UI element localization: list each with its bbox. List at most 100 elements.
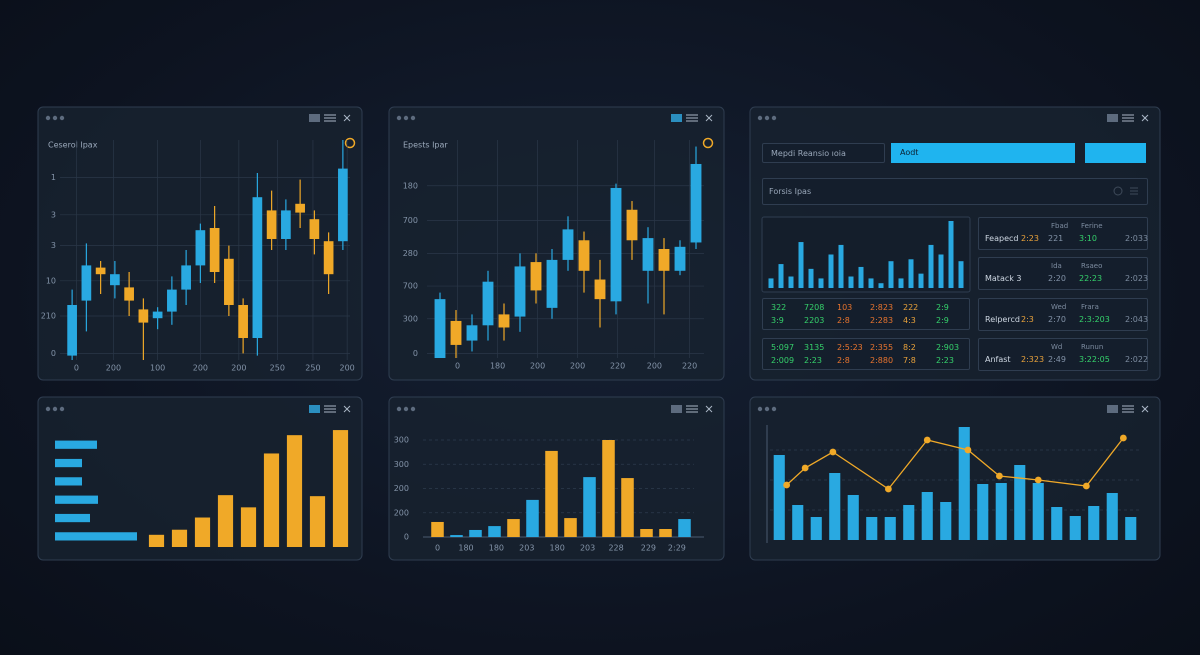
window-dot	[771, 406, 777, 412]
x-tick-label: 0	[74, 364, 79, 373]
y-tick-label: 700	[403, 282, 418, 291]
y-tick-label: 200	[394, 484, 409, 493]
bar	[884, 517, 896, 540]
bar	[678, 519, 691, 537]
card-cell: Anfast	[985, 355, 1011, 364]
mini-bar	[918, 273, 924, 288]
candle-body	[578, 240, 590, 271]
chart-title: Ceserol Ipax	[48, 141, 98, 150]
candle-body	[674, 246, 686, 271]
line-point	[829, 448, 837, 456]
bar	[55, 532, 137, 541]
close-button[interactable]	[1085, 143, 1146, 163]
card-cell: Relpercd	[985, 315, 1020, 324]
candle-body	[110, 274, 120, 286]
mini-bar	[908, 259, 914, 288]
card-cell: 2:043	[1125, 315, 1149, 324]
close-icon	[343, 405, 351, 413]
line-point	[783, 481, 791, 489]
card-cell: 2:20	[1048, 274, 1066, 283]
bar	[148, 534, 165, 547]
candle-body	[658, 249, 670, 271]
bar	[583, 477, 596, 537]
data-cell: 222	[903, 303, 919, 312]
bar	[171, 529, 188, 547]
metric-card: Wed Frara Relpercd 2:3 2:70 2:3:203 2:043	[978, 298, 1148, 331]
card-cell: 22:23	[1079, 274, 1103, 283]
candle-body	[594, 279, 606, 300]
x-tick-label: 250	[270, 364, 285, 373]
candle-body	[498, 314, 510, 328]
x-tick-label: 203	[580, 544, 595, 553]
candle-body	[252, 197, 263, 338]
bar	[194, 517, 211, 547]
section-header: Forsis Ipas	[762, 178, 1148, 205]
bar	[55, 513, 90, 523]
panel	[37, 396, 363, 561]
candle-body	[610, 187, 622, 302]
search-label: Mepdi Reansio ıoia	[762, 143, 885, 163]
window-dot	[410, 406, 416, 412]
card-cell: 2:23	[1021, 234, 1039, 243]
card-heading: Ferine	[1081, 222, 1103, 230]
window-icon[interactable]	[309, 114, 320, 122]
data-row: 322 7208 103 2:823 222 2:9	[771, 303, 969, 312]
y-tick-label: 3	[51, 210, 56, 219]
status-indicator	[702, 137, 714, 149]
close-icon	[705, 114, 713, 122]
bar	[469, 529, 482, 537]
x-tick-label: 180	[458, 544, 473, 553]
card-cell: 2:3	[1021, 315, 1034, 324]
bar	[792, 505, 804, 540]
y-tick-label: 700	[403, 216, 418, 225]
x-tick-label: 229	[641, 544, 656, 553]
close-icon	[705, 405, 713, 413]
window-icon[interactable]	[309, 405, 320, 413]
data-cell: 2:9	[936, 303, 949, 312]
card-heading: Runun	[1081, 343, 1104, 351]
line-point	[964, 446, 972, 454]
mini-bar	[828, 254, 834, 288]
x-tick-label: 200	[530, 362, 545, 371]
x-tick-label: 228	[608, 544, 623, 553]
window-icon[interactable]	[1107, 405, 1118, 413]
mini-bar	[878, 283, 884, 288]
chart-title: Epests Ipar	[403, 141, 448, 150]
candle-body	[209, 228, 220, 272]
candle-body	[323, 241, 334, 275]
mini-chart-frame	[761, 216, 971, 293]
mini-bar	[958, 261, 964, 288]
bar	[977, 484, 989, 540]
card-heading: Rsaeo	[1081, 262, 1103, 270]
data-block: 322 7208 103 2:823 222 2:9 3:9 2203 2:8 2:283 4:3 2…	[762, 298, 970, 330]
bar	[450, 535, 463, 537]
window-icon[interactable]	[1107, 114, 1118, 122]
search-input[interactable]: Aodt	[891, 143, 1075, 163]
bar	[847, 495, 859, 540]
window-icon[interactable]	[671, 114, 682, 122]
mini-bar	[838, 244, 844, 288]
bar	[263, 453, 280, 547]
card-heading: Wd	[1051, 343, 1063, 351]
data-cell: 2:903	[936, 343, 960, 352]
bar	[545, 450, 558, 537]
bar	[1088, 506, 1100, 540]
candle-body	[224, 258, 234, 305]
data-cell: 4:3	[903, 316, 916, 325]
candle-body	[152, 311, 163, 319]
bar	[773, 455, 785, 540]
candle-body	[295, 203, 305, 213]
candle-body	[562, 229, 574, 260]
window-dot	[757, 115, 763, 121]
window-icon[interactable]	[671, 405, 682, 413]
data-block: 5:097 3135 2:5:23 2:355 8:2 2:903 2:009 2:23 2:8…	[762, 338, 970, 370]
candle-body	[482, 281, 494, 326]
window-dot	[410, 115, 416, 121]
bar	[309, 496, 326, 547]
window-dot	[764, 115, 770, 121]
candle-body	[626, 209, 638, 241]
bar	[640, 528, 653, 537]
card-cell: 2:033	[1125, 234, 1149, 243]
candle-body	[124, 287, 134, 301]
